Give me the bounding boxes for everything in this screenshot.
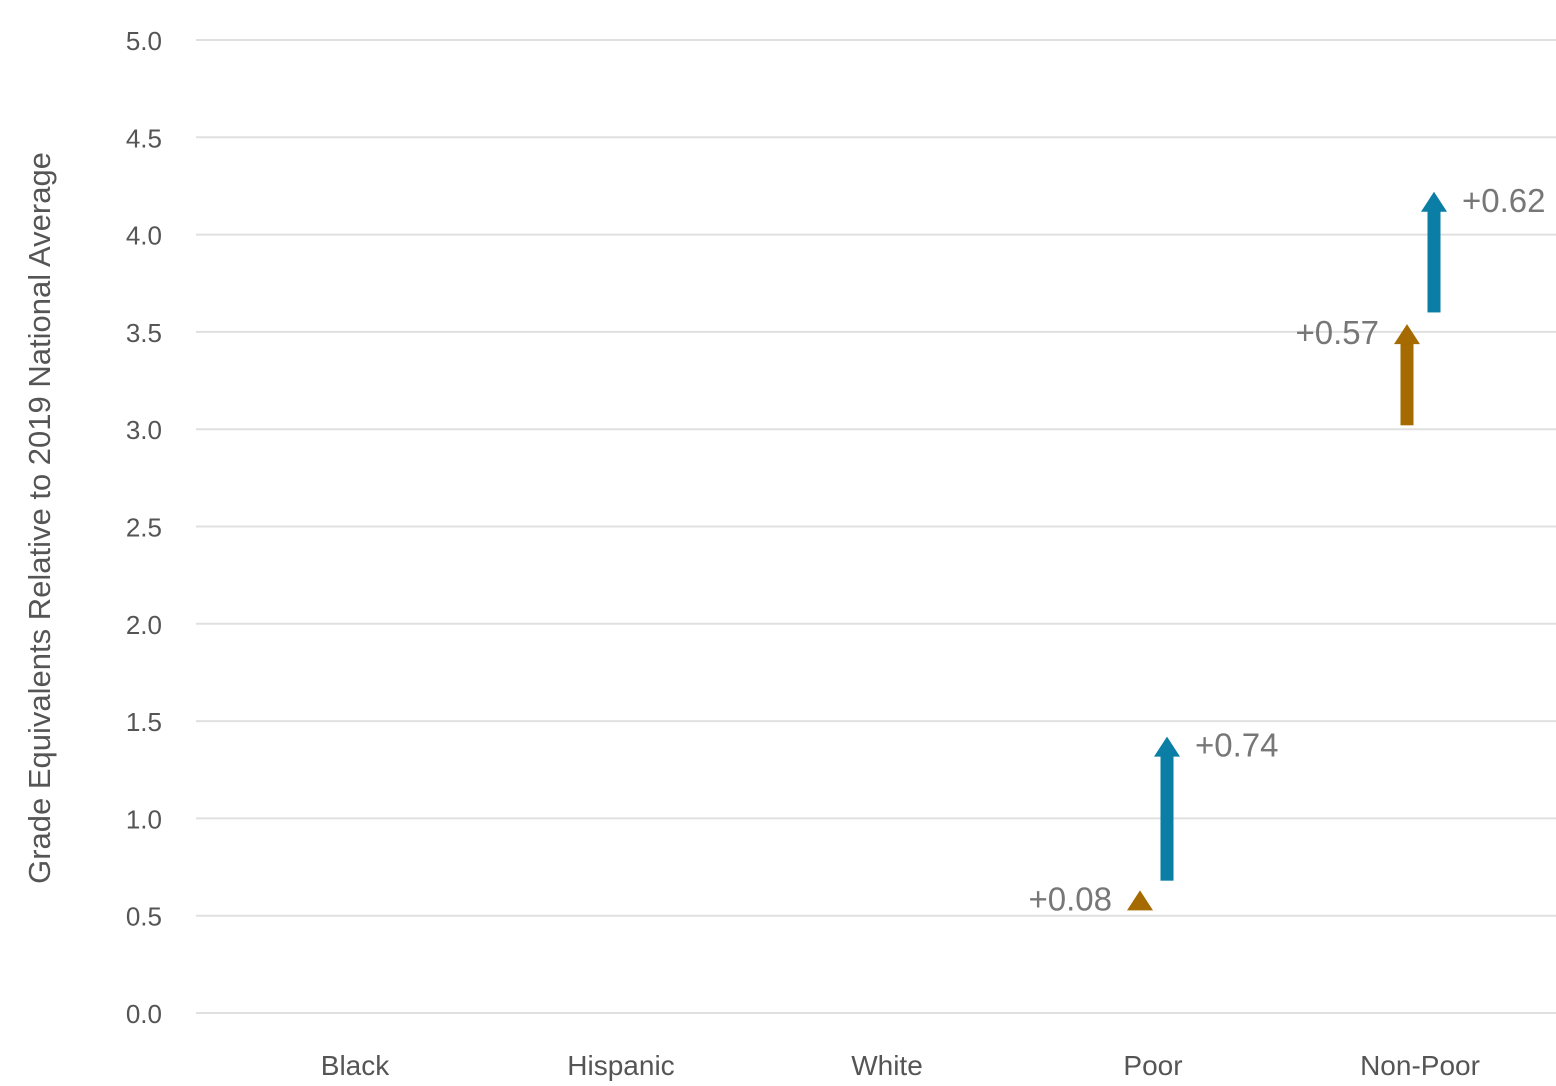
- arrow-head: [1421, 191, 1447, 212]
- y-tick-label: 1.0: [126, 804, 162, 834]
- x-category-label: Poor: [1123, 1050, 1182, 1081]
- y-tick-label: 1.5: [126, 707, 162, 737]
- y-axis-label: Grade Equivalents Relative to 2019 Natio…: [22, 152, 57, 884]
- arrow: [1127, 890, 1153, 911]
- arrow: [1154, 736, 1180, 881]
- y-tick-label: 0.5: [126, 902, 162, 932]
- x-category-label: Hispanic: [567, 1050, 674, 1081]
- y-tick-label: 2.0: [126, 610, 162, 640]
- arrow-shaft: [1400, 343, 1414, 426]
- arrow-labels: +0.08 +0.57 +0.74 +0.62: [1029, 182, 1546, 918]
- y-tick-label: 3.5: [126, 318, 162, 348]
- arrow-shaft: [1160, 755, 1174, 881]
- y-tick-label: 5.0: [126, 26, 162, 56]
- arrow-value-label: +0.62: [1462, 182, 1546, 219]
- arrow-head: [1394, 324, 1420, 345]
- arrow-head: [1127, 890, 1153, 911]
- gridlines: [196, 39, 1556, 1014]
- y-tick-label: 0.0: [126, 999, 162, 1029]
- arrow-value-label: +0.74: [1195, 727, 1279, 764]
- arrow: [1394, 324, 1420, 426]
- arrows: [1127, 191, 1447, 911]
- y-axis-ticks: 0.0 0.5 1.0 1.5 2.0 2.5 3.0 3.5 4.0 4.5 5.0: [126, 26, 162, 1029]
- y-tick-label: 4.5: [126, 123, 162, 153]
- arrow: [1421, 191, 1447, 313]
- x-category-label: Black: [321, 1050, 390, 1081]
- arrow-value-label: +0.08: [1029, 880, 1113, 917]
- y-tick-label: 3.0: [126, 415, 162, 445]
- arrow-head: [1154, 736, 1180, 757]
- arrow-value-label: +0.57: [1296, 314, 1380, 351]
- x-category-label: White: [851, 1050, 923, 1081]
- x-axis-categories: Black Hispanic White Poor Non-Poor: [321, 1050, 1480, 1081]
- x-category-label: Non-Poor: [1360, 1050, 1480, 1081]
- arrow-shaft: [1427, 210, 1441, 313]
- y-tick-label: 2.5: [126, 513, 162, 543]
- y-tick-label: 4.0: [126, 221, 162, 251]
